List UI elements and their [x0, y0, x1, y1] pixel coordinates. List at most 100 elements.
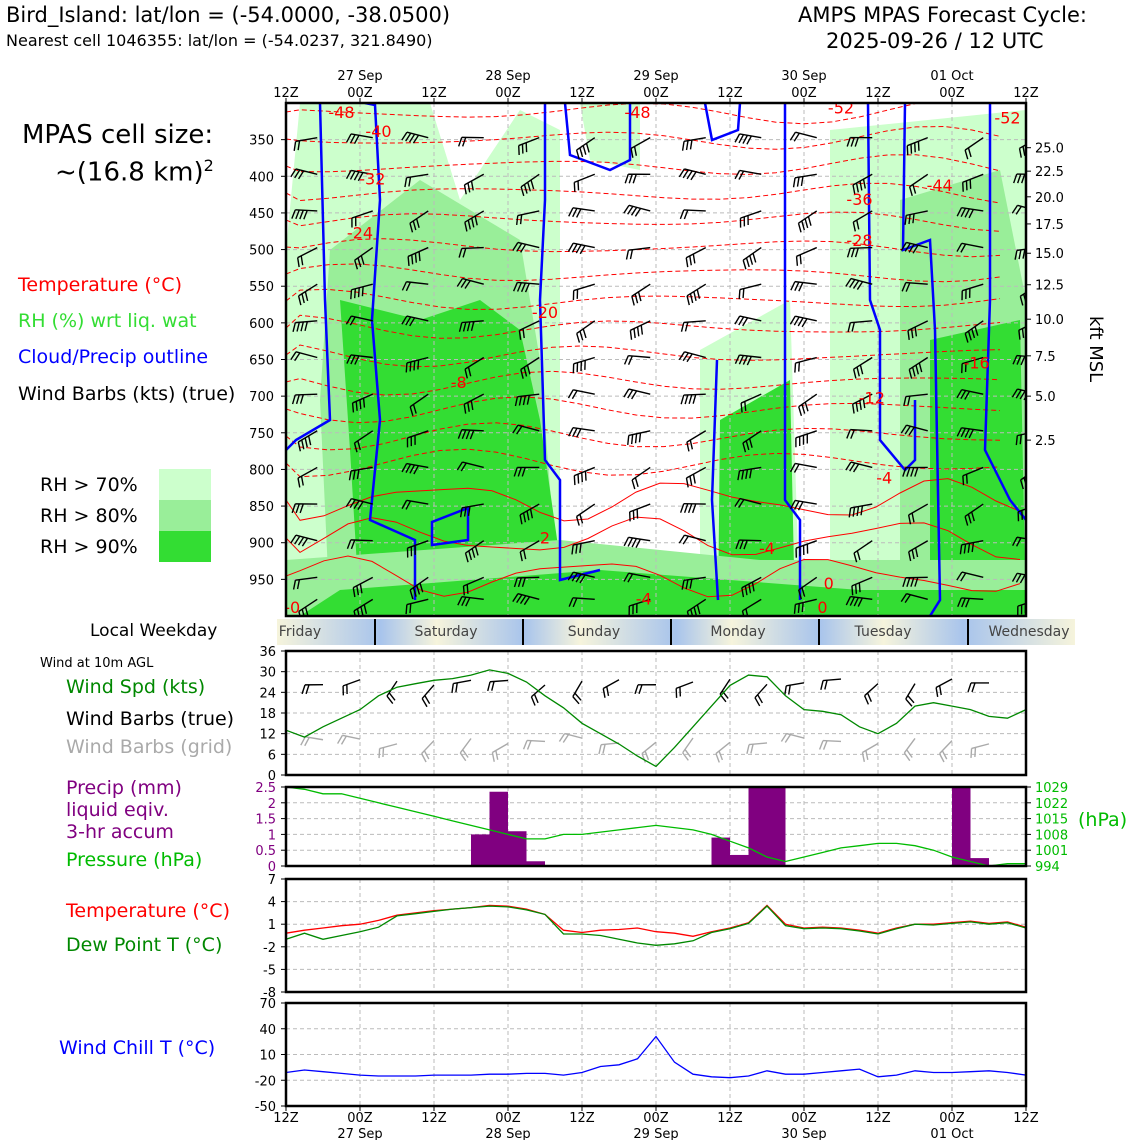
wind-barb-flag	[935, 687, 939, 697]
wind-barb-flag	[631, 538, 638, 548]
wind-barb-flag	[350, 539, 356, 550]
wind-barb-flag	[793, 463, 800, 473]
wind-barb-flag	[956, 389, 963, 399]
wind-barb-flag	[457, 137, 463, 147]
wind-barb-flag	[420, 753, 427, 763]
wind-barb-flag	[964, 333, 969, 343]
wind-barb-flag	[914, 142, 916, 153]
wind-barb-flag	[351, 402, 355, 413]
wind-barb-flag	[682, 352, 689, 362]
wind-barb-flag	[623, 537, 630, 547]
y-tick-label: 0	[268, 860, 276, 875]
wind-barb-flag	[354, 259, 359, 270]
wind-barb-flag	[631, 479, 636, 490]
wind-barb-flag	[522, 328, 525, 339]
wind-barb-flag	[751, 581, 755, 592]
wind-barb-shaft	[822, 739, 842, 743]
wind-barb-flag	[804, 218, 809, 229]
wind-barb	[342, 679, 361, 696]
wind-barb	[290, 534, 318, 547]
time-tick-label-top: 00Z	[495, 86, 521, 101]
precip-bar	[970, 858, 989, 866]
date-label-bottom: 30 Sep	[781, 1127, 826, 1140]
wind-barb	[798, 576, 818, 600]
wind-barb	[463, 393, 485, 414]
wind-barb	[686, 283, 707, 306]
wind-barb-flag	[1015, 537, 1022, 547]
wind-barb-flag	[579, 330, 584, 341]
wind-barb-flag	[525, 142, 528, 153]
wind-barb	[346, 354, 373, 365]
wind-barb-flag	[467, 402, 470, 412]
wind-barb-flag	[357, 287, 360, 298]
time-tick-label-bottom: 12Z	[717, 1111, 743, 1126]
wind-barb	[297, 430, 318, 452]
wind-barb-flag	[292, 580, 297, 590]
wind-barb-shaft	[823, 678, 842, 682]
wind-barb-flag	[632, 510, 635, 520]
wind-barb	[290, 351, 318, 362]
wind-barb-flag	[295, 394, 300, 405]
wind-barb-flag	[845, 596, 852, 606]
y-tick-label: 70	[259, 997, 276, 1012]
wind-barb-flag	[630, 148, 634, 158]
wind-barb-flag	[340, 735, 347, 745]
rh-shading	[718, 380, 795, 616]
temperature-contour	[286, 516, 1021, 560]
wind-barb-flag	[576, 208, 582, 218]
wind-barb-flag	[519, 595, 527, 605]
wind-barb-flag	[350, 289, 353, 300]
wind-barb	[354, 246, 374, 270]
pressure-tick-label: 1008	[1035, 828, 1068, 843]
wind-barb-flag	[353, 288, 357, 299]
wind-barb-flag	[790, 281, 796, 291]
temp-panel: -8 -5 -2 1 4 7	[263, 873, 1028, 1001]
wind-barb	[845, 595, 873, 607]
wind-barb-shaft	[526, 739, 546, 743]
wind-barb	[1014, 246, 1026, 260]
height-tick-label: 10.0	[1035, 313, 1064, 328]
wind-barb-flag	[405, 463, 412, 473]
wind-barb-flag	[849, 596, 856, 606]
wind-barb-flag	[579, 245, 586, 255]
wind-barb-flag	[470, 321, 475, 332]
wind-barb-flag	[521, 144, 524, 154]
wind-barb	[631, 466, 651, 490]
wind-barb-flag	[558, 733, 566, 742]
wind-barb-flag	[847, 322, 852, 333]
wind-barb-flag	[961, 363, 963, 374]
wind-barb-flag	[516, 425, 523, 435]
weekday-day: Wednesday	[988, 624, 1070, 640]
wind-barb	[798, 393, 818, 417]
wind-barb-flag	[348, 470, 352, 481]
y-tick-label: 6	[268, 748, 276, 763]
wind-barb-flag	[290, 168, 297, 178]
wind-barb-flag	[797, 317, 804, 327]
wind-barb-flag	[906, 749, 913, 758]
wind-barb-flag	[405, 500, 412, 510]
wind-barb-flag	[529, 508, 534, 519]
wind-barb-flag	[291, 209, 296, 219]
wind-barb-flag	[405, 604, 408, 615]
wind-barb-flag	[738, 499, 745, 508]
station-title: Bird_Island: lat/lon = (-54.0000, -38.05…	[6, 3, 451, 27]
wind-barb-flag	[734, 498, 741, 507]
wind-barb-flag	[859, 180, 863, 191]
wind-barb-flag	[956, 571, 963, 581]
wind-barb	[863, 683, 879, 705]
wind-barb-flag	[862, 398, 866, 409]
wind-barb	[404, 173, 429, 188]
wind-barb-flag	[685, 579, 689, 590]
wind-barb-flag	[359, 399, 362, 410]
wind-barb-flag	[797, 223, 802, 233]
wind-barb-flag	[356, 585, 360, 596]
wind-barb-flag	[606, 686, 610, 696]
wind-barb	[903, 393, 928, 406]
wind-barb-flag	[849, 279, 856, 288]
pressure-tick-label: 350	[249, 134, 274, 149]
wind-barb-flag	[628, 511, 631, 522]
wind-barb-flag	[904, 215, 907, 225]
wind-barb-flag	[461, 596, 467, 606]
pressure-tick-label: 994	[1035, 860, 1060, 875]
wind-barb-flag	[912, 184, 917, 194]
